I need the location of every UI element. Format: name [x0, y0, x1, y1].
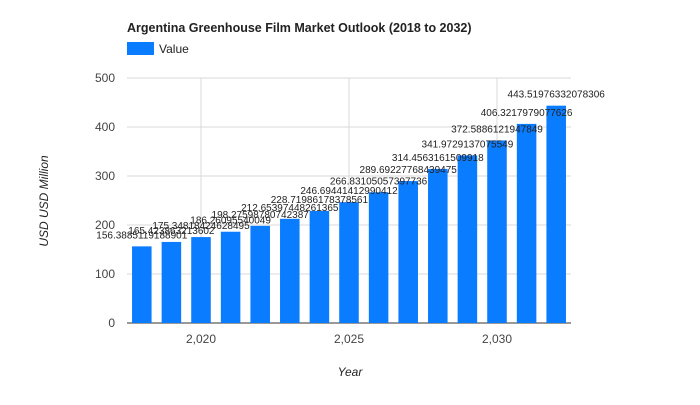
- bar: [428, 168, 448, 323]
- data-label: 246.69441412990412: [300, 186, 398, 197]
- legend-label: Value: [159, 42, 189, 56]
- data-labels: 156.3885119188901165.423863213602175.348…: [96, 90, 605, 242]
- legend-swatch: [127, 42, 154, 55]
- data-label: 175.34818424628495: [152, 221, 250, 232]
- bar: [132, 246, 152, 323]
- data-label: 186.26095540049: [190, 216, 271, 227]
- data-label: 198.27598780742387: [212, 210, 310, 221]
- data-label: 372.5886121947849: [451, 124, 543, 135]
- chart-title: Argentina Greenhouse Film Market Outlook…: [127, 21, 472, 35]
- bar: [220, 231, 241, 323]
- data-label: 406.3217979077626: [481, 108, 573, 119]
- x-axis-ticks: 2,020 2,025 2,030: [186, 332, 512, 346]
- bars: [132, 105, 566, 324]
- y-tick-label: 100: [95, 267, 115, 281]
- data-label: 289.69227768439475: [360, 165, 458, 176]
- x-tick-label: 2,030: [482, 332, 512, 346]
- bar: [309, 210, 330, 323]
- bar: [250, 225, 270, 323]
- x-axis-label: Year: [338, 365, 364, 379]
- bar: [457, 155, 478, 323]
- y-axis-label: USD USD Million: [37, 155, 51, 247]
- y-tick-label: 200: [95, 218, 115, 232]
- bar: [487, 140, 507, 323]
- bar: [161, 241, 182, 323]
- bar: [398, 181, 418, 323]
- data-label: 443.51976332078306: [508, 90, 606, 101]
- bar: [339, 202, 359, 323]
- y-tick-label: 300: [95, 169, 115, 183]
- x-tick-label: 2,025: [334, 332, 364, 346]
- data-label: 212.65397448261365: [241, 203, 339, 214]
- data-label: 228.71986178378561: [271, 195, 369, 206]
- y-tick-label: 400: [95, 120, 115, 134]
- bar: [368, 192, 389, 323]
- data-label: 266.83105057397736: [330, 176, 428, 187]
- bar: [191, 237, 211, 323]
- legend: Value: [127, 42, 189, 56]
- y-axis-ticks: 0 100 200 300 400 500: [95, 71, 115, 330]
- x-tick-label: 2,020: [186, 332, 216, 346]
- y-tick-label: 500: [95, 71, 115, 85]
- y-tick-label: 0: [108, 316, 115, 330]
- bar: [280, 218, 300, 323]
- data-label: 314.4563161509918: [392, 153, 484, 164]
- data-label: 341.9729137075549: [422, 139, 514, 150]
- bar: [546, 105, 566, 323]
- data-label: 165.423863213602: [128, 226, 215, 237]
- bar: [516, 123, 537, 324]
- data-label: 156.3885119188901: [96, 230, 187, 241]
